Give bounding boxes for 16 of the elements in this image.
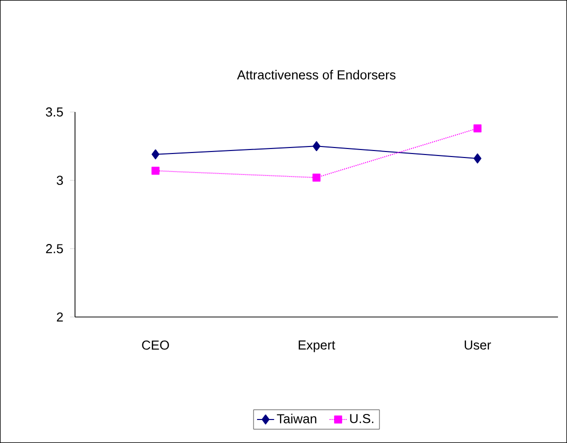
y-tick-label: 2 <box>56 312 63 322</box>
y-tick-label: 3 <box>56 176 63 185</box>
point <box>312 141 320 152</box>
y-tick-label: 2.5 <box>46 244 63 254</box>
legend-label: U.S. <box>350 414 374 424</box>
point <box>152 166 160 175</box>
x-tick-label: Expert <box>298 340 336 352</box>
point <box>312 174 320 182</box>
point <box>152 149 160 160</box>
point <box>474 153 482 164</box>
chart-title: Attractiveness of Endorsers <box>237 70 396 80</box>
x-tick-label: User <box>464 340 491 350</box>
legend-label: Taiwan <box>276 414 316 424</box>
y-tick-label: 3.5 <box>46 107 63 117</box>
x-tick-label: CEO <box>142 340 169 350</box>
point <box>474 124 482 132</box>
